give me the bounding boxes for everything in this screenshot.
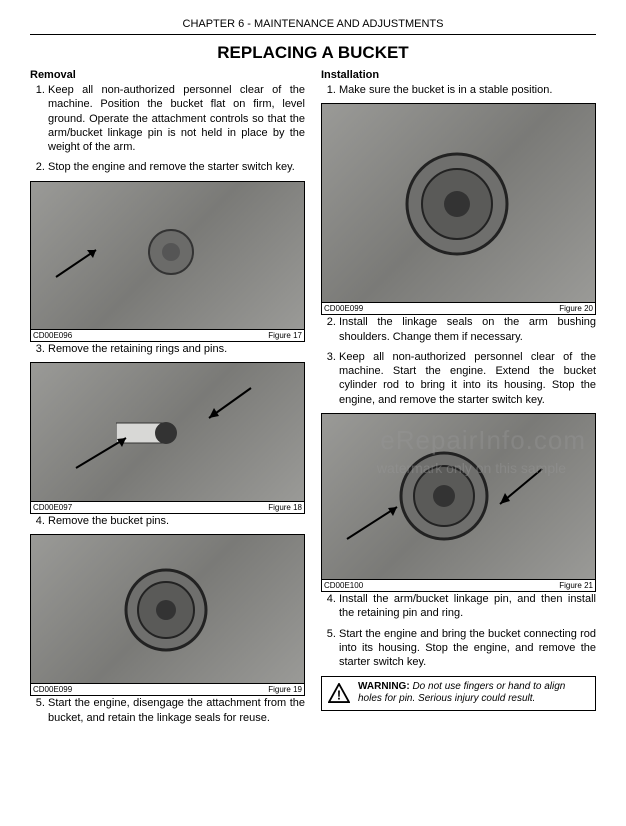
arrow-icon <box>201 383 261 433</box>
figure-17: CD00E096 Figure 17 <box>30 181 305 342</box>
pin-hub-icon <box>141 222 201 282</box>
two-column-layout: Removal Keep all non-authorized personne… <box>30 69 596 731</box>
removal-step-5-list: Start the engine, disengage the attachme… <box>30 696 305 725</box>
watermark-note: watermark only on this sample <box>377 460 566 476</box>
chapter-header: CHAPTER 6 - MAINTENANCE AND ADJUSTMENTS <box>30 18 596 35</box>
removal-step-3-list: Remove the retaining rings and pins. <box>30 342 305 356</box>
installation-heading: Installation <box>321 69 596 81</box>
figure-17-caption: CD00E096 Figure 17 <box>31 329 304 341</box>
arrow-icon <box>71 433 141 473</box>
removal-step-4-list: Remove the bucket pins. <box>30 514 305 528</box>
installation-steps-2-3: Install the linkage seals on the arm bus… <box>321 315 596 407</box>
page-title: REPLACING A BUCKET <box>30 43 596 63</box>
hub-seal-icon <box>121 565 211 655</box>
right-column: Installation Make sure the bucket is in … <box>321 69 596 731</box>
removal-heading: Removal <box>30 69 305 81</box>
installation-step-5: Start the engine and bring the bucket co… <box>339 627 596 670</box>
left-column: Removal Keep all non-authorized personne… <box>30 69 305 731</box>
figure-20-code: CD00E099 <box>324 304 363 313</box>
figure-20: CD00E099 Figure 20 <box>321 103 596 315</box>
figure-18: CD00E097 Figure 18 <box>30 362 305 514</box>
installation-step-2: Install the linkage seals on the arm bus… <box>339 315 596 344</box>
installation-step-1: Make sure the bucket is in a stable posi… <box>339 83 596 97</box>
removal-step-5: Start the engine, disengage the attachme… <box>48 696 305 725</box>
warning-label: WARNING: <box>358 681 410 692</box>
figure-19-code: CD00E099 <box>33 685 72 694</box>
hub-seal-icon <box>402 149 512 259</box>
figure-19-label: Figure 19 <box>268 685 302 694</box>
figure-21-caption: CD00E100 Figure 21 <box>322 579 595 591</box>
figure-17-label: Figure 17 <box>268 331 302 340</box>
warning-triangle-icon: ! <box>328 683 350 703</box>
removal-steps-1-2: Keep all non-authorized personnel clear … <box>30 83 305 175</box>
removal-step-1: Keep all non-authorized personnel clear … <box>48 83 305 154</box>
removal-step-2: Stop the engine and remove the starter s… <box>48 160 305 174</box>
installation-step-1-list: Make sure the bucket is in a stable posi… <box>321 83 596 97</box>
figure-20-image <box>322 104 595 302</box>
figure-19: CD00E099 Figure 19 <box>30 534 305 696</box>
figure-18-caption: CD00E097 Figure 18 <box>31 501 304 513</box>
svg-text:!: ! <box>337 687 341 702</box>
removal-step-4: Remove the bucket pins. <box>48 514 305 528</box>
watermark-logo: eRepairInfo.com <box>380 425 586 456</box>
installation-steps-4-5: Install the arm/bucket linkage pin, and … <box>321 592 596 669</box>
figure-20-label: Figure 20 <box>559 304 593 313</box>
figure-17-code: CD00E096 <box>33 331 72 340</box>
figure-21-code: CD00E100 <box>324 581 363 590</box>
figure-18-code: CD00E097 <box>33 503 72 512</box>
figure-20-caption: CD00E099 Figure 20 <box>322 302 595 314</box>
figure-19-image <box>31 535 304 683</box>
warning-box: ! WARNING: Do not use fingers or hand to… <box>321 676 596 711</box>
installation-step-3: Keep all non-authorized personnel clear … <box>339 350 596 407</box>
figure-21-label: Figure 21 <box>559 581 593 590</box>
figure-19-caption: CD00E099 Figure 19 <box>31 683 304 695</box>
arrow-icon <box>51 242 111 282</box>
figure-18-label: Figure 18 <box>268 503 302 512</box>
warning-text: WARNING: Do not use fingers or hand to a… <box>358 681 589 706</box>
figure-18-image <box>31 363 304 501</box>
arrow-icon <box>342 499 412 544</box>
removal-step-3: Remove the retaining rings and pins. <box>48 342 305 356</box>
figure-17-image <box>31 182 304 329</box>
installation-step-4: Install the arm/bucket linkage pin, and … <box>339 592 596 621</box>
